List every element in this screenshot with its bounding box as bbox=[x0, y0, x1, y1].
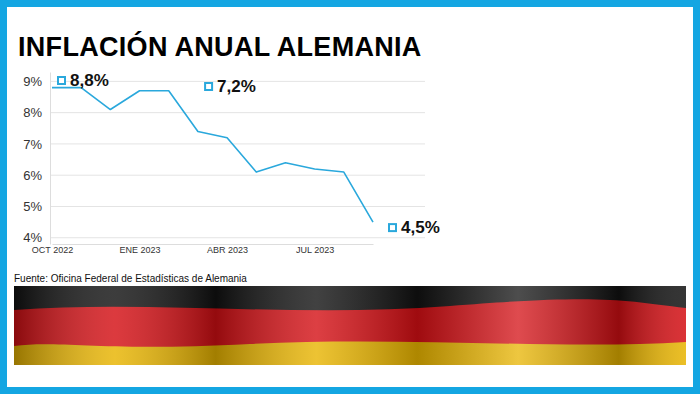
x-axis: OCT 2022 ENE 2023 ABR 2023 JUL 2023 bbox=[32, 244, 374, 255]
annotation-label: 4,5% bbox=[401, 218, 440, 237]
y-tick-label: 8% bbox=[23, 105, 42, 120]
y-tick: 4% bbox=[23, 230, 50, 245]
grid-line bbox=[50, 237, 425, 238]
x-tick: ENE 2023 bbox=[120, 244, 161, 255]
chart-container: INFLACIÓN ANUAL ALEMANIA 4% 5% 6% 7% 8% 9% OCT … bbox=[0, 0, 700, 394]
x-tick-label: ENE 2023 bbox=[120, 245, 161, 255]
chart-title: INFLACIÓN ANUAL ALEMANIA bbox=[18, 31, 422, 62]
x-tick-label: JUL 2023 bbox=[296, 245, 334, 255]
annotation-marker bbox=[205, 83, 212, 90]
y-tick-label: 9% bbox=[23, 74, 42, 89]
y-tick: 7% bbox=[23, 137, 50, 152]
y-axis: 4% 5% 6% 7% 8% 9% bbox=[23, 73, 50, 246]
y-tick-label: 5% bbox=[23, 199, 42, 214]
source-note: Fuente: Oficina Federal de Estadísticas … bbox=[14, 273, 247, 284]
data-line bbox=[52, 88, 373, 222]
grid bbox=[50, 81, 425, 237]
flag bbox=[14, 286, 686, 365]
flag-black bbox=[14, 286, 686, 365]
annotation-marker bbox=[389, 224, 396, 231]
annotation-marker bbox=[58, 77, 65, 84]
y-tick: 8% bbox=[23, 105, 50, 120]
grid-line bbox=[50, 143, 425, 144]
y-tick-label: 4% bbox=[23, 230, 42, 245]
y-tick-label: 7% bbox=[23, 137, 42, 152]
x-tick-label: ABR 2023 bbox=[207, 245, 248, 255]
x-tick: ABR 2023 bbox=[207, 244, 248, 255]
x-tick: OCT 2022 bbox=[32, 244, 73, 255]
chart-svg: INFLACIÓN ANUAL ALEMANIA 4% 5% 6% 7% 8% 9% OCT … bbox=[0, 0, 700, 394]
y-tick-label: 6% bbox=[23, 168, 42, 183]
annotations: 8,8% 7,2% 4,5% bbox=[58, 71, 440, 237]
x-tick-label: OCT 2022 bbox=[32, 245, 73, 255]
annotation-label: 8,8% bbox=[70, 71, 109, 90]
y-tick: 9% bbox=[23, 74, 50, 89]
y-tick: 5% bbox=[23, 199, 50, 214]
grid-line bbox=[50, 112, 425, 113]
flag-sheen bbox=[14, 286, 686, 365]
grid-line bbox=[50, 206, 425, 207]
y-axis-line bbox=[50, 73, 51, 245]
frame bbox=[4, 4, 697, 391]
x-tick: JUL 2023 bbox=[296, 244, 334, 255]
annotation: 7,2% bbox=[205, 77, 256, 96]
y-tick: 6% bbox=[23, 168, 50, 183]
background bbox=[0, 0, 700, 394]
grid-line bbox=[50, 175, 425, 176]
plot-area bbox=[52, 88, 373, 222]
annotation-label: 7,2% bbox=[217, 77, 256, 96]
annotation: 8,8% bbox=[58, 71, 109, 90]
annotation: 4,5% bbox=[389, 218, 440, 237]
